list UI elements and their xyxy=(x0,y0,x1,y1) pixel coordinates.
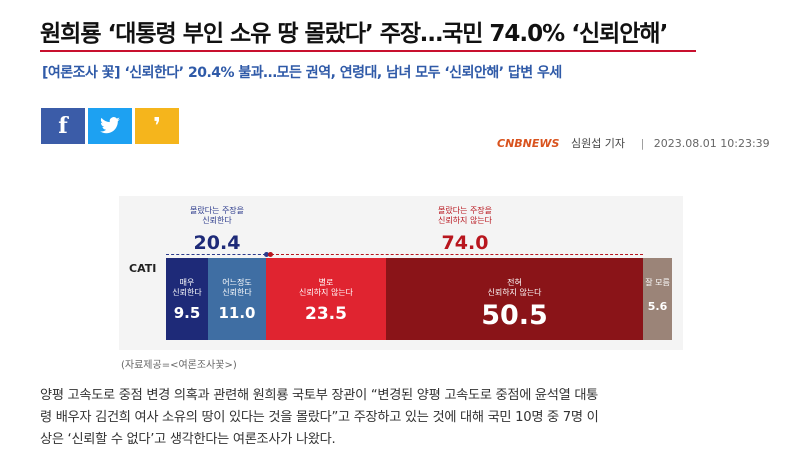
segment-label: 별로 신뢰하지 않는다 xyxy=(298,278,354,297)
reporter-name[interactable]: 심원섭 기자 xyxy=(570,137,626,150)
body-line: 양평 고속도로 중점 변경 의혹과 관련해 원희룡 국토부 장관이 “변경된 양… xyxy=(40,388,598,403)
group-total-trust: 20.4 xyxy=(193,232,241,254)
group-caption-distrust: 몰랐다는 주장을 신뢰하지 않는다 xyxy=(437,206,493,225)
segment-label: 매우 신뢰한다 xyxy=(172,278,202,297)
group-bracket-distrust xyxy=(271,254,643,255)
segment-value: 50.5 xyxy=(481,300,548,331)
publish-datetime: 2023.08.01 10:23:39 xyxy=(653,137,770,150)
bar-segment-very-trust: 매우 신뢰한다 9.5 xyxy=(166,258,208,340)
kakaostory-share-button[interactable]: ❜ xyxy=(135,108,179,144)
segment-label: 어느정도 신뢰한다 xyxy=(222,278,252,297)
segment-value: 9.5 xyxy=(173,304,201,322)
bar-segment-not-at-all-trust: 전혀 신뢰하지 않는다 50.5 xyxy=(386,258,643,340)
subheadline: [여론조사 꽃] ‘신뢰한다’ 20.4% 불과…모든 권역, 연령대, 남녀 … xyxy=(42,65,562,81)
segment-value: 5.6 xyxy=(647,300,668,313)
chart-row-label: CATI xyxy=(129,262,157,275)
figure-source: (자료제공=<여론조사꽃>) xyxy=(121,360,237,371)
twitter-share-button[interactable] xyxy=(88,108,132,144)
group-bracket-trust xyxy=(166,254,266,255)
group-total-distrust: 74.0 xyxy=(441,232,489,254)
group-bracket-dot xyxy=(268,252,273,257)
bar-segment-somewhat-trust: 어느정도 신뢰한다 11.0 xyxy=(208,258,266,340)
headline: 원희룡 ‘대통령 부인 소유 땅 몰랐다’ 주장…국민 74.0% ‘신뢰안해’ xyxy=(40,21,668,47)
segment-label: 전혀 신뢰하지 않는다 xyxy=(487,278,542,297)
byline-divider: | xyxy=(640,137,645,150)
facebook-icon: f xyxy=(58,113,68,139)
headline-divider xyxy=(40,50,696,52)
segment-value: 11.0 xyxy=(218,304,256,322)
article-body: 양평 고속도로 중점 변경 의혹과 관련해 원희룡 국토부 장관이 “변경된 양… xyxy=(40,385,775,451)
segment-label: 잘 모름 xyxy=(645,278,670,287)
bar-segment-dont-know: 잘 모름 5.6 xyxy=(643,258,672,340)
facebook-share-button[interactable]: f xyxy=(41,108,85,144)
bar-segment-not-much-trust: 별로 신뢰하지 않는다 23.5 xyxy=(266,258,386,340)
group-caption-trust: 몰랐다는 주장을 신뢰한다 xyxy=(189,206,245,225)
kakaostory-icon: ❜ xyxy=(153,113,161,139)
byline: CNBNEWS 심원섭 기자 | 2023.08.01 10:23:39 xyxy=(497,135,770,151)
body-line: 령 배우자 김건희 여사 소유의 땅이 있다는 것을 몰랐다”고 주장하고 있는… xyxy=(40,410,599,425)
group-bracket-dot xyxy=(264,252,269,257)
twitter-icon xyxy=(100,117,120,134)
body-line: 상은 ‘신뢰할 수 없다’고 생각한다는 여론조사가 나왔다. xyxy=(40,432,336,447)
segment-value: 23.5 xyxy=(305,304,347,324)
outlet-logo: CNBNEWS xyxy=(497,137,560,150)
